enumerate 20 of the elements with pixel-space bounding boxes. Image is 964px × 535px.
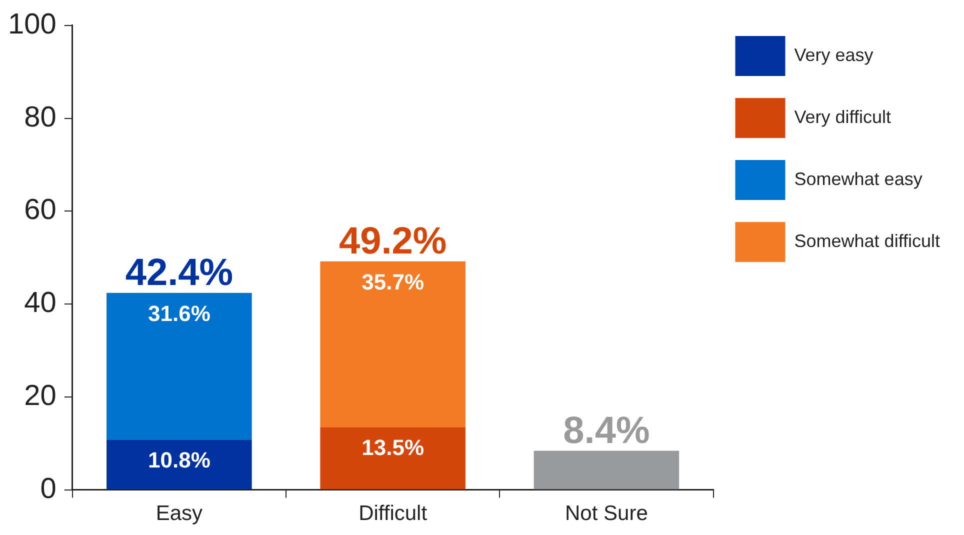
legend-label: Somewhat difficult	[794, 230, 940, 251]
y-tick-label: 80	[24, 101, 56, 134]
data-label: 10.8%	[148, 448, 210, 473]
legend-label: Somewhat easy	[794, 168, 922, 189]
x-tick-label: Easy	[156, 502, 204, 526]
data-label: 13.5%	[362, 435, 424, 460]
y-tick-label: 0	[40, 472, 56, 505]
data-label: 31.6%	[148, 300, 210, 326]
total-label: 42.4%	[125, 252, 234, 294]
data-label: 35.7%	[362, 269, 424, 294]
total-label: 49.2%	[338, 220, 447, 262]
legend-label: Very difficult	[794, 106, 891, 127]
y-tick-label: 20	[24, 380, 56, 412]
y-tick-label: 40	[24, 287, 56, 320]
total-label: 8.4%	[563, 410, 650, 452]
y-tick-label: 100	[8, 8, 56, 40]
legend-label: Very easy	[794, 44, 874, 65]
y-tick-label: 60	[24, 194, 56, 226]
x-tick-label: Not Sure	[565, 502, 648, 526]
x-tick-label: Difficult	[358, 502, 428, 526]
